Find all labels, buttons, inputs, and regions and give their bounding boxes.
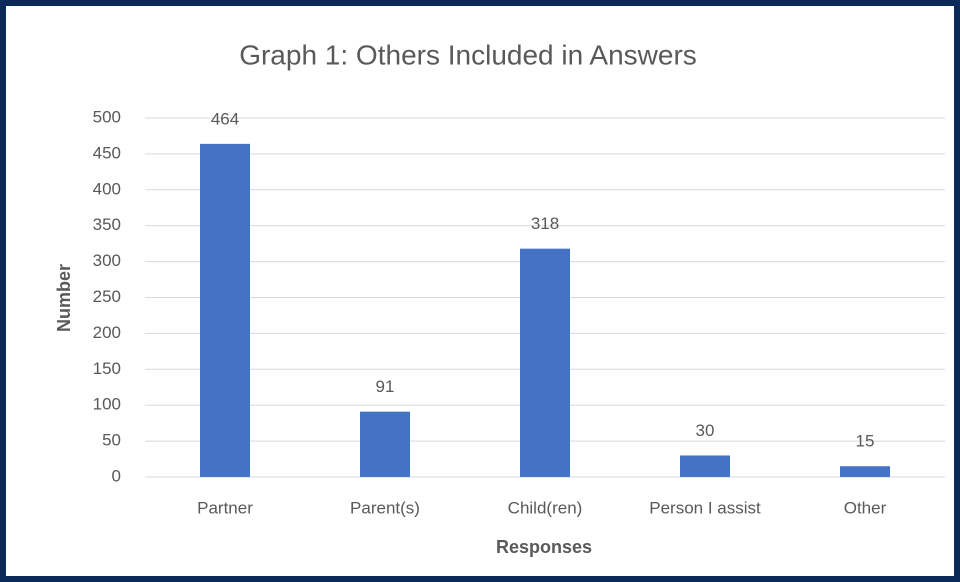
x-tick-label: Partner — [197, 498, 253, 517]
x-tick-label: Parent(s) — [350, 498, 420, 517]
x-axis-label: Responses — [496, 537, 592, 557]
y-tick-label: 200 — [93, 323, 121, 342]
y-tick-label: 50 — [102, 431, 121, 450]
y-tick-label: 400 — [93, 179, 121, 198]
data-label: 91 — [376, 377, 395, 396]
y-axis-label: Number — [54, 264, 74, 332]
x-tick-label: Child(ren) — [508, 498, 583, 517]
y-tick-label: 350 — [93, 215, 121, 234]
chart-title: Graph 1: Others Included in Answers — [239, 39, 697, 70]
y-tick-label: 100 — [93, 395, 121, 414]
y-tick-label: 0 — [112, 466, 121, 485]
bar — [360, 411, 410, 477]
data-label: 464 — [211, 109, 239, 128]
data-label: 15 — [856, 432, 875, 451]
bar — [200, 143, 250, 477]
y-tick-label: 450 — [93, 143, 121, 162]
bar — [520, 248, 570, 477]
x-tick-label: Other — [844, 498, 887, 517]
y-tick-label: 500 — [93, 107, 121, 126]
data-label: 318 — [531, 214, 559, 233]
y-tick-label: 300 — [93, 251, 121, 270]
x-tick-label: Person I assist — [649, 498, 761, 517]
bar — [840, 466, 890, 477]
data-label: 30 — [696, 421, 715, 440]
bar — [680, 455, 730, 477]
y-tick-label: 150 — [93, 359, 121, 378]
y-tick-label: 250 — [93, 287, 121, 306]
